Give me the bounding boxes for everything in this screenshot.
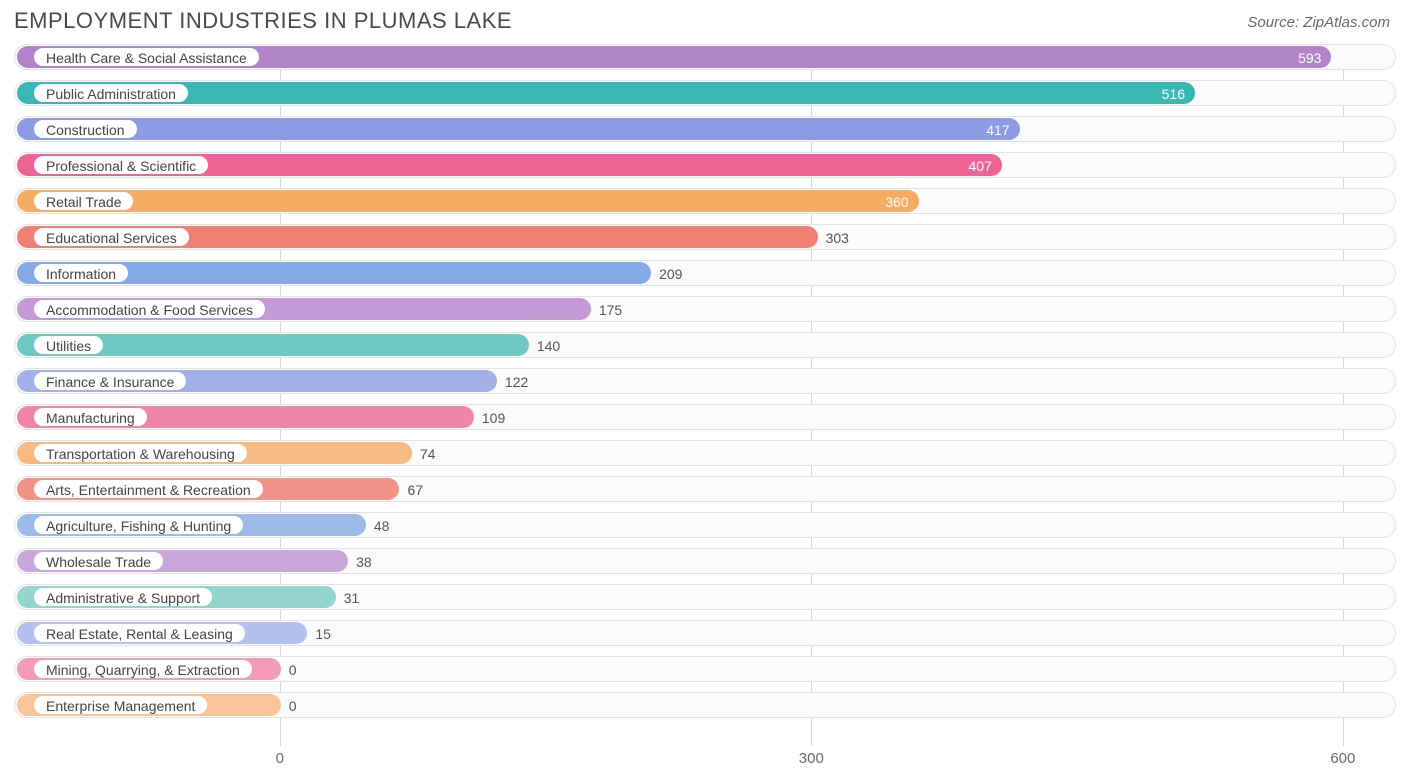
chart-area: Health Care & Social Assistance593 Public…	[14, 44, 1396, 746]
x-tick-label: 300	[799, 750, 824, 767]
bar-label-pill: Agriculture, Fishing & Hunting	[33, 515, 244, 535]
bar-row: Educational Services 303	[14, 224, 1396, 250]
bar-label-pill: Real Estate, Rental & Leasing	[33, 623, 246, 643]
bar-row: Public Administration516	[14, 80, 1396, 106]
bar-value: 38	[348, 549, 372, 575]
bar-row: Utilities 140	[14, 332, 1396, 358]
bar-value: 360	[15, 189, 919, 215]
bar-value: 109	[474, 405, 505, 431]
x-tick-label: 600	[1330, 750, 1355, 767]
chart-title: EMPLOYMENT INDUSTRIES IN PLUMAS LAKE	[14, 8, 512, 34]
bar-row: Arts, Entertainment & Recreation 67	[14, 476, 1396, 502]
bar-row: Wholesale Trade 38	[14, 548, 1396, 574]
bar-row: Transportation & Warehousing 74	[14, 440, 1396, 466]
bar-label-pill: Manufacturing	[33, 407, 148, 427]
bar-value: 175	[591, 297, 622, 323]
bar-label-pill: Finance & Insurance	[33, 371, 187, 391]
bar-value: 15	[307, 621, 331, 647]
bar-value: 209	[651, 261, 682, 287]
bar-value: 122	[497, 369, 528, 395]
source-name: ZipAtlas.com	[1303, 14, 1390, 31]
x-axis: 0 300 600	[14, 750, 1396, 770]
bar-row: Mining, Quarrying, & Extraction 0	[14, 656, 1396, 682]
source-prefix: Source:	[1247, 14, 1303, 31]
bar-row: Agriculture, Fishing & Hunting 48	[14, 512, 1396, 538]
bar-row: Accommodation & Food Services 175	[14, 296, 1396, 322]
bar-value: 407	[15, 153, 1002, 179]
bar-row: Administrative & Support 31	[14, 584, 1396, 610]
bar-label-pill: Enterprise Management	[33, 695, 208, 715]
bar-value: 0	[281, 693, 297, 719]
source-label: Source: ZipAtlas.com	[1247, 14, 1390, 31]
bar-row: Health Care & Social Assistance593	[14, 44, 1396, 70]
bar-label-pill: Utilities	[33, 335, 104, 355]
bar-row: Manufacturing 109	[14, 404, 1396, 430]
bar-label-pill: Information	[33, 263, 129, 283]
bar-row: Information 209	[14, 260, 1396, 286]
bar-label-pill: Transportation & Warehousing	[33, 443, 248, 463]
bar-value: 417	[15, 117, 1020, 143]
bar-value: 593	[15, 45, 1331, 71]
bar-value: 140	[529, 333, 560, 359]
bar-row: Construction417	[14, 116, 1396, 142]
bar-row: Finance & Insurance 122	[14, 368, 1396, 394]
bar-value: 74	[412, 441, 436, 467]
bar-row: Professional & Scientific407	[14, 152, 1396, 178]
bar-label-pill: Administrative & Support	[33, 587, 213, 607]
bar-row: Enterprise Management 0	[14, 692, 1396, 718]
bar-label-pill: Mining, Quarrying, & Extraction	[33, 659, 253, 679]
bar-label-pill: Educational Services	[33, 227, 190, 247]
bar-value: 303	[818, 225, 849, 251]
bar-value: 67	[399, 477, 423, 503]
bar-row: Real Estate, Rental & Leasing 15	[14, 620, 1396, 646]
x-tick-label: 0	[276, 750, 284, 767]
bar-value: 31	[336, 585, 360, 611]
bar-label-pill: Arts, Entertainment & Recreation	[33, 479, 264, 499]
bar-label-pill: Wholesale Trade	[33, 551, 164, 571]
bar-value: 0	[281, 657, 297, 683]
bar-value: 48	[366, 513, 390, 539]
bar-label-pill: Accommodation & Food Services	[33, 299, 266, 319]
bar-row: Retail Trade360	[14, 188, 1396, 214]
bar-value: 516	[15, 81, 1195, 107]
